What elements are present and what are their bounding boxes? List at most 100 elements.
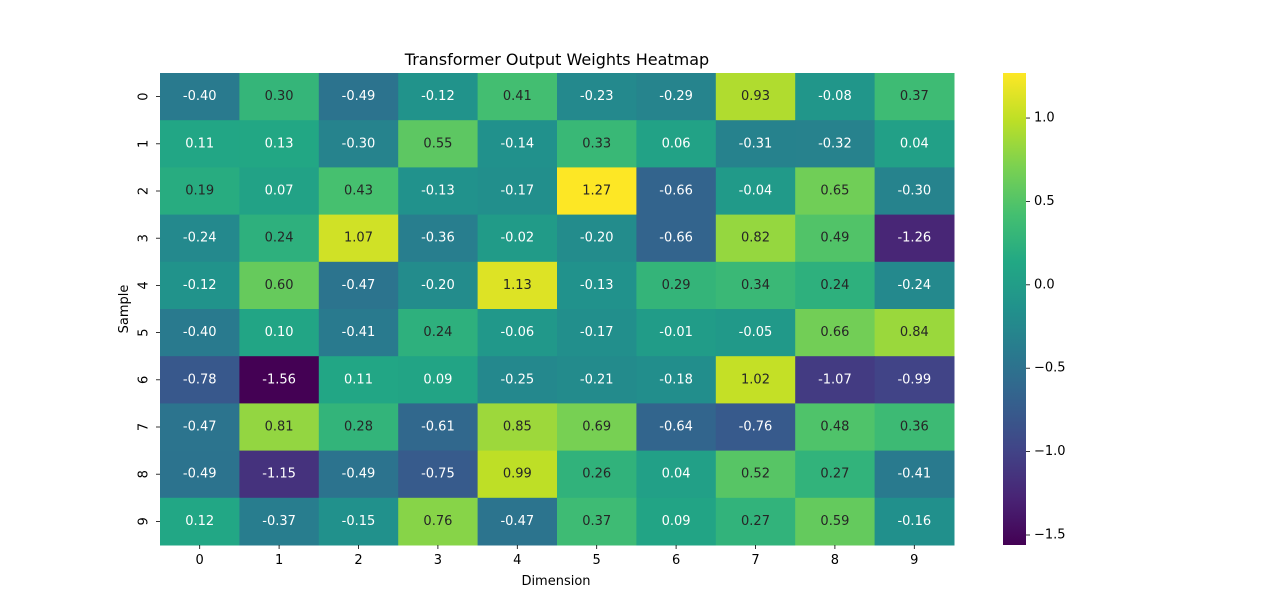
x-tick-label: 0	[196, 553, 204, 568]
cell-annotation: -1.26	[897, 231, 931, 246]
heatmap-cell	[318, 120, 399, 168]
y-axis-ticks: 0 1 2 3 4 5 6 7 8 9	[137, 92, 160, 526]
cell-annotation: -0.78	[183, 372, 217, 387]
heatmap-cell	[477, 309, 558, 357]
heatmap-cell	[477, 73, 558, 121]
cell-annotation: 0.43	[344, 184, 373, 199]
y-tick-label: 0	[137, 92, 152, 100]
heatmap-cell	[636, 497, 717, 546]
cell-annotation: 0.09	[662, 514, 691, 529]
cell-annotation: 0.52	[741, 467, 770, 482]
x-axis-ticks: 0 1 2 3 4 5 6 7 8 9	[196, 545, 918, 568]
heatmap-cell	[477, 356, 558, 404]
cell-annotation: -0.30	[342, 136, 376, 151]
heatmap-cell	[398, 497, 479, 546]
cell-annotation: 0.34	[741, 278, 770, 293]
cell-annotation: -0.49	[342, 467, 376, 482]
chart-title: Transformer Output Weights Heatmap	[404, 50, 709, 69]
heatmap-cell	[398, 120, 479, 168]
colorbar-tick-label: −1.0	[1034, 444, 1066, 459]
y-tick-label: 7	[137, 423, 152, 431]
heatmap-cell	[874, 309, 955, 357]
heatmap-cell	[398, 309, 479, 357]
heatmap-cell	[715, 403, 796, 452]
heatmap-cell	[874, 261, 955, 310]
cell-annotation: -0.05	[739, 325, 773, 340]
cell-annotation: 0.59	[820, 514, 849, 529]
cell-annotation: 0.65	[820, 184, 849, 199]
heatmap-cell	[398, 73, 479, 121]
heatmap-cell	[557, 403, 637, 452]
cell-annotation: 0.19	[185, 184, 214, 199]
x-tick-label: 9	[910, 553, 918, 568]
heatmap-cell	[477, 450, 558, 499]
cell-annotation: 0.69	[582, 420, 611, 435]
cell-annotation: 0.13	[265, 136, 294, 151]
heatmap-cell	[795, 497, 876, 546]
heatmap-cell	[160, 120, 240, 168]
heatmap-cell	[557, 214, 637, 263]
heatmap-cell	[239, 309, 320, 357]
heatmap-cell	[160, 403, 240, 452]
cell-annotation: 0.27	[820, 467, 849, 482]
cell-annotation: -1.07	[818, 372, 852, 387]
heatmap-cell	[874, 73, 955, 121]
cell-annotation: -0.12	[421, 89, 455, 104]
heatmap-cell	[636, 309, 717, 357]
cell-annotation: -0.64	[659, 420, 693, 435]
heatmap-cell	[874, 167, 955, 216]
y-tick-label: 3	[137, 234, 152, 242]
heatmap-cell	[715, 73, 796, 121]
heatmap-cell	[636, 167, 717, 216]
heatmap-cell	[874, 497, 955, 546]
heatmap-cell	[557, 261, 637, 310]
cell-annotation: 0.37	[900, 89, 929, 104]
cell-annotation: 0.55	[423, 136, 452, 151]
heatmap-cell	[636, 120, 717, 168]
heatmap-cell	[795, 403, 876, 452]
heatmap-cell	[239, 120, 320, 168]
heatmap-cell	[715, 120, 796, 168]
heatmap-cell	[160, 497, 240, 546]
heatmap-cell	[239, 497, 320, 546]
cell-annotation: -0.06	[500, 325, 534, 340]
cell-annotation: -0.13	[421, 184, 455, 199]
heatmap-annotations: -0.40 0.30 -0.49 -0.12 0.41 -0.23 -0.29 0.93 -0.…	[183, 89, 931, 529]
cell-annotation: 0.27	[741, 514, 770, 529]
heatmap-cell	[477, 403, 558, 452]
heatmap-cell	[874, 403, 955, 452]
heatmap-cell	[636, 261, 717, 310]
heatmap-cell	[318, 309, 399, 357]
cell-annotation: -0.49	[183, 467, 217, 482]
heatmap-cell	[398, 214, 479, 263]
y-tick-label: 8	[137, 470, 152, 478]
cell-annotation: 1.13	[503, 278, 532, 293]
heatmap-cell	[795, 214, 876, 263]
cell-annotation: -0.23	[580, 89, 614, 104]
cell-annotation: 0.81	[265, 420, 294, 435]
heatmap-cell	[398, 403, 479, 452]
cell-annotation: 0.37	[582, 514, 611, 529]
heatmap-cell	[398, 167, 479, 216]
heatmap-cell	[239, 261, 320, 310]
heatmap-cell	[795, 309, 876, 357]
heatmap-cell	[874, 120, 955, 168]
cell-annotation: 0.85	[503, 420, 532, 435]
heatmap-cell	[557, 356, 637, 404]
y-tick-label: 5	[137, 328, 152, 336]
heatmap-cell	[318, 403, 399, 452]
cell-annotation: -1.15	[262, 467, 296, 482]
x-tick-label: 8	[831, 553, 839, 568]
cell-annotation: -0.47	[500, 514, 534, 529]
heatmap-cell	[239, 167, 320, 216]
heatmap-cell	[715, 497, 796, 546]
heatmap-cell	[477, 261, 558, 310]
cell-annotation: 0.30	[265, 89, 294, 104]
heatmap-cell	[318, 167, 399, 216]
heatmap-cell	[636, 214, 717, 263]
cell-annotation: -0.01	[659, 325, 693, 340]
heatmap-cell	[636, 356, 717, 404]
cell-annotation: -0.08	[818, 89, 852, 104]
cell-annotation: -0.15	[342, 514, 376, 529]
cell-annotation: -0.40	[183, 325, 217, 340]
